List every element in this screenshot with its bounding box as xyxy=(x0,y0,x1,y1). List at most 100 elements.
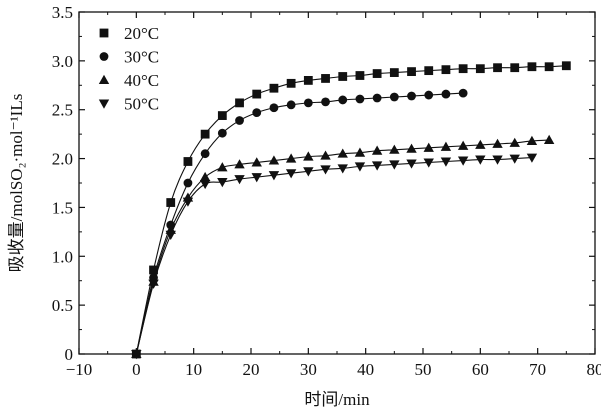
data-point-series-2 xyxy=(440,141,452,151)
data-point-series-3 xyxy=(165,230,176,240)
data-point-series-0 xyxy=(338,72,348,81)
data-point-series-0 xyxy=(527,62,537,72)
x-tick-label: 70 xyxy=(529,360,546,379)
data-point-series-1 xyxy=(286,100,296,110)
y-tick-label: 2.5 xyxy=(52,101,73,120)
data-point-series-2 xyxy=(217,162,228,172)
data-point-series-0 xyxy=(510,63,520,73)
data-point-series-3 xyxy=(131,350,142,360)
data-point-series-2 xyxy=(526,135,538,145)
data-point-series-0 xyxy=(424,66,434,76)
y-axis-title: 吸收量/molSO₂·mol⁻¹ILs xyxy=(7,94,26,273)
data-point-series-1 xyxy=(269,103,279,113)
data-point-series-3 xyxy=(337,164,348,174)
data-point-series-1 xyxy=(458,88,468,98)
data-point-series-1 xyxy=(424,90,434,100)
data-point-series-3 xyxy=(457,156,469,166)
y-tick-label: 2.0 xyxy=(52,150,73,169)
data-point-series-2 xyxy=(475,139,486,149)
data-point-series-2 xyxy=(337,148,348,158)
legend-marker-2 xyxy=(98,74,110,84)
data-point-series-3 xyxy=(268,171,280,181)
data-point-series-0 xyxy=(544,62,554,72)
data-point-series-2 xyxy=(406,143,417,153)
data-point-series-0 xyxy=(561,61,571,71)
legend-label-0: 20°C xyxy=(124,24,159,43)
data-point-series-0 xyxy=(355,71,365,80)
y-tick-label: 3.0 xyxy=(52,52,73,71)
data-point-series-0 xyxy=(372,69,382,78)
data-point-series-2 xyxy=(199,171,211,182)
data-point-series-3 xyxy=(199,179,211,190)
legend-marker-3 xyxy=(98,99,110,109)
data-point-series-0 xyxy=(149,265,158,275)
legend-marker-1 xyxy=(99,52,109,61)
data-point-series-3 xyxy=(406,159,417,169)
data-point-series-1 xyxy=(252,108,262,118)
x-tick-label: 30 xyxy=(300,360,317,379)
data-point-series-0 xyxy=(217,111,227,120)
y-tick-label: 3.5 xyxy=(52,3,73,22)
data-point-series-3 xyxy=(148,279,159,289)
data-point-series-3 xyxy=(526,153,538,163)
data-point-series-3 xyxy=(303,167,314,177)
legend-label-3: 50°C xyxy=(124,95,159,114)
data-point-series-2 xyxy=(509,137,520,147)
data-point-series-3 xyxy=(182,197,194,207)
data-point-series-2 xyxy=(423,142,434,152)
data-point-series-3 xyxy=(492,155,503,165)
x-tick-label: 40 xyxy=(357,360,374,379)
data-point-series-0 xyxy=(493,63,502,73)
x-tick-label: 0 xyxy=(132,360,141,379)
x-tick-label: 10 xyxy=(185,360,202,379)
data-point-series-0 xyxy=(321,74,330,83)
data-point-series-2 xyxy=(234,159,245,169)
y-tick-label: 1.5 xyxy=(52,198,73,217)
data-point-series-0 xyxy=(389,68,399,77)
x-tick-label: 50 xyxy=(415,360,432,379)
data-point-series-2 xyxy=(354,147,366,157)
data-point-series-3 xyxy=(440,157,452,167)
data-point-series-3 xyxy=(251,173,262,183)
data-point-series-2 xyxy=(268,155,280,165)
data-point-series-1 xyxy=(372,93,382,103)
data-point-series-0 xyxy=(252,89,262,99)
data-point-series-2 xyxy=(320,150,331,160)
data-point-series-0 xyxy=(183,157,193,166)
data-point-series-2 xyxy=(543,134,555,145)
data-point-series-1 xyxy=(321,97,330,107)
data-point-series-1 xyxy=(441,89,451,99)
data-point-series-2 xyxy=(457,140,469,150)
data-point-series-1 xyxy=(389,92,399,102)
data-point-series-0 xyxy=(286,78,296,88)
data-point-series-0 xyxy=(166,198,176,207)
data-point-series-1 xyxy=(183,178,193,188)
data-point-series-3 xyxy=(217,178,228,188)
data-point-series-0 xyxy=(303,76,313,85)
data-point-series-3 xyxy=(509,154,520,164)
data-point-series-1 xyxy=(303,98,313,108)
x-axis-title: 时间/min xyxy=(304,390,370,409)
data-point-series-0 xyxy=(235,98,244,108)
data-point-series-2 xyxy=(251,157,262,167)
data-point-series-0 xyxy=(441,65,451,75)
x-tick-label: 80 xyxy=(587,360,601,379)
x-tick-label: 60 xyxy=(472,360,489,379)
data-point-series-3 xyxy=(320,165,331,175)
data-point-series-0 xyxy=(475,64,485,74)
data-point-series-3 xyxy=(234,175,245,185)
data-point-series-1 xyxy=(355,94,365,104)
data-point-series-3 xyxy=(423,158,434,168)
data-point-series-3 xyxy=(285,169,297,179)
legend-marker-0 xyxy=(99,28,109,38)
legend-label-2: 40°C xyxy=(124,71,159,90)
data-point-series-0 xyxy=(458,64,468,74)
data-point-series-3 xyxy=(389,160,400,170)
data-point-series-3 xyxy=(354,162,366,172)
data-point-series-2 xyxy=(371,145,383,155)
y-tick-label: 0 xyxy=(65,345,74,364)
y-tick-label: 1.0 xyxy=(52,247,73,266)
